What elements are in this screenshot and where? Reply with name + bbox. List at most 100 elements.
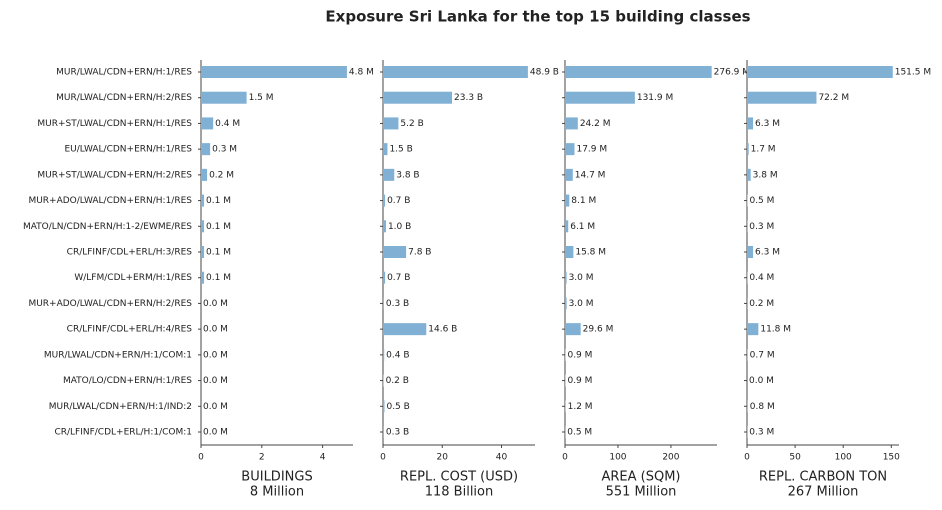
bar (565, 271, 567, 284)
value-label: 72.2 M (818, 93, 849, 103)
value-label: 0.7 B (387, 196, 410, 206)
value-label: 0.4 B (386, 350, 409, 360)
bar (383, 323, 427, 336)
category-label: MUR/LWAL/CDN+ERN/H:1/IND:2 (49, 402, 192, 412)
x-tick-label: 40 (496, 453, 508, 463)
value-label: 0.1 M (206, 196, 231, 206)
value-label: 0.0 M (203, 350, 228, 360)
bar (565, 323, 581, 336)
value-label: 0.2 M (209, 170, 234, 180)
value-label: 14.6 B (428, 325, 457, 335)
chart-title: Exposure Sri Lanka for the top 15 buildi… (325, 8, 750, 26)
bar (565, 246, 574, 258)
value-label: 0.1 M (206, 273, 231, 283)
x-axis-label: 267 Million (788, 485, 859, 500)
x-axis-label: REPL. CARBON TON (759, 470, 887, 485)
value-label: 0.2 M (749, 299, 774, 309)
value-label: 17.9 M (576, 145, 607, 155)
bar (565, 400, 566, 413)
value-label: 6.1 M (570, 222, 595, 232)
category-label: CR/LFINF/CDL+ERL/H:4/RES (67, 325, 193, 335)
x-tick-label: 0 (198, 453, 204, 463)
x-tick-label: 4 (320, 453, 326, 463)
x-tick-label: 0 (744, 453, 750, 463)
x-tick-label: 0 (380, 453, 386, 463)
bar (747, 117, 754, 130)
bar (201, 168, 208, 181)
bar (201, 66, 347, 78)
category-label: W/LFM/CDL+ERM/H:1/RES (74, 273, 192, 283)
value-label: 6.3 M (755, 248, 780, 258)
x-axis-label: 8 Million (250, 485, 304, 500)
value-label: 0.3 M (212, 145, 237, 155)
bar (201, 143, 211, 156)
category-label: MUR/LWAL/CDN+ERN/H:2/RES (56, 93, 192, 103)
bar (383, 143, 388, 156)
x-tick-label: 2 (259, 453, 265, 463)
value-label: 0.8 M (750, 402, 775, 412)
value-label: 0.9 M (567, 376, 592, 386)
x-tick-label: 100 (835, 453, 852, 463)
bar (383, 117, 399, 130)
bar (565, 220, 569, 233)
value-label: 1.0 B (388, 222, 411, 232)
value-label: 11.8 M (760, 325, 791, 335)
category-label: MUR+ST/LWAL/CDN+ERN/H:1/RES (37, 119, 192, 129)
category-label: MUR+ADO/LWAL/CDN+ERN/H:2/RES (28, 299, 192, 309)
bar (383, 220, 386, 233)
bar (565, 66, 712, 78)
value-label: 29.6 M (583, 325, 614, 335)
value-label: 0.0 M (203, 325, 228, 335)
bar (747, 400, 748, 413)
value-label: 0.4 M (749, 273, 774, 283)
bar (565, 117, 578, 130)
value-label: 0.0 M (203, 402, 228, 412)
value-label: 131.9 M (637, 93, 673, 103)
bar (383, 297, 384, 310)
category-label: CR/LFINF/CDL+ERL/H:3/RES (67, 248, 193, 258)
x-tick-label: 200 (662, 453, 679, 463)
bar (383, 400, 385, 413)
value-label: 48.9 B (530, 68, 559, 78)
category-label: CR/LFINF/CDL+ERL/H:1/COM:1 (54, 428, 192, 438)
bar (383, 168, 395, 181)
value-label: 0.7 M (750, 350, 775, 360)
value-label: 151.5 M (895, 68, 931, 78)
value-label: 0.0 M (749, 376, 774, 386)
x-axis-label: BUILDINGS (241, 470, 312, 485)
bar (201, 117, 214, 130)
value-label: 3.0 M (569, 273, 594, 283)
value-label: 0.9 M (567, 350, 592, 360)
category-label: MUR/LWAL/CDN+ERN/H:1/RES (56, 68, 192, 78)
bar (747, 143, 749, 156)
value-label: 15.8 M (575, 248, 606, 258)
value-label: 1.7 M (751, 145, 776, 155)
bar (201, 246, 205, 258)
bar (383, 426, 384, 438)
value-label: 0.3 B (386, 428, 409, 438)
bar (383, 271, 386, 284)
bar (565, 194, 570, 207)
value-label: 14.7 M (575, 170, 606, 180)
bar (747, 323, 759, 336)
value-label: 5.2 B (400, 119, 423, 129)
category-label: MUR/LWAL/CDN+ERN/H:1/COM:1 (44, 350, 192, 360)
category-label: MATO/LN/CDN+ERN/H:1-2/EWME/RES (23, 222, 192, 232)
value-label: 24.2 M (580, 119, 611, 129)
bar (747, 66, 893, 78)
value-label: 0.1 M (206, 248, 231, 258)
value-label: 3.0 M (569, 299, 594, 309)
value-label: 276.9 M (714, 68, 750, 78)
bar (201, 91, 247, 104)
value-label: 0.5 M (567, 428, 592, 438)
value-label: 4.8 M (349, 68, 374, 78)
x-tick-label: 50 (789, 453, 801, 463)
value-label: 1.5 B (389, 145, 412, 155)
value-label: 0.7 B (387, 273, 410, 283)
bar (747, 348, 748, 361)
category-label: MATO/LO/CDN+ERN/H:1/RES (63, 376, 192, 386)
value-label: 0.4 M (215, 119, 240, 129)
x-axis-label: 118 Billion (425, 485, 494, 500)
bar (383, 194, 386, 207)
